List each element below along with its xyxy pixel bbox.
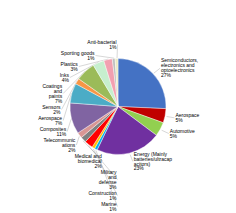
svg-text:Sporting goods1%: Sporting goods1% — [61, 50, 95, 61]
svg-text:Inks4%: Inks4% — [60, 72, 70, 83]
svg-text:Telecommunications2%: Telecommunications2% — [43, 137, 76, 153]
svg-text:Aerospace7%: Aerospace7% — [38, 115, 62, 126]
svg-text:Energy (Mainlybatteries/ultrac: Energy (Mainlybatteries/ultracapacitors)… — [134, 151, 173, 172]
svg-text:Aerospace5%: Aerospace5% — [175, 112, 199, 123]
svg-text:Plastics3%: Plastics3% — [61, 61, 79, 72]
svg-text:Semiconductors,electronics and: Semiconductors,electronics andoptoelectr… — [161, 57, 198, 78]
svg-text:Marine1%: Marine1% — [101, 201, 117, 212]
svg-text:Anti-bacterial1%: Anti-bacterial1% — [87, 39, 117, 50]
svg-text:Coatingsandpaints7%: Coatingsandpaints7% — [42, 83, 62, 104]
svg-text:Militaryanddefense3%: Militaryanddefense3% — [99, 169, 117, 190]
svg-text:Medical andbiomedical2%: Medical andbiomedical2% — [75, 153, 103, 169]
svg-text:Composites11%: Composites11% — [40, 126, 67, 137]
svg-text:Construction1%: Construction1% — [88, 190, 117, 201]
svg-text:Automotive5%: Automotive5% — [170, 128, 195, 139]
svg-text:Sensors2%: Sensors2% — [42, 104, 61, 115]
